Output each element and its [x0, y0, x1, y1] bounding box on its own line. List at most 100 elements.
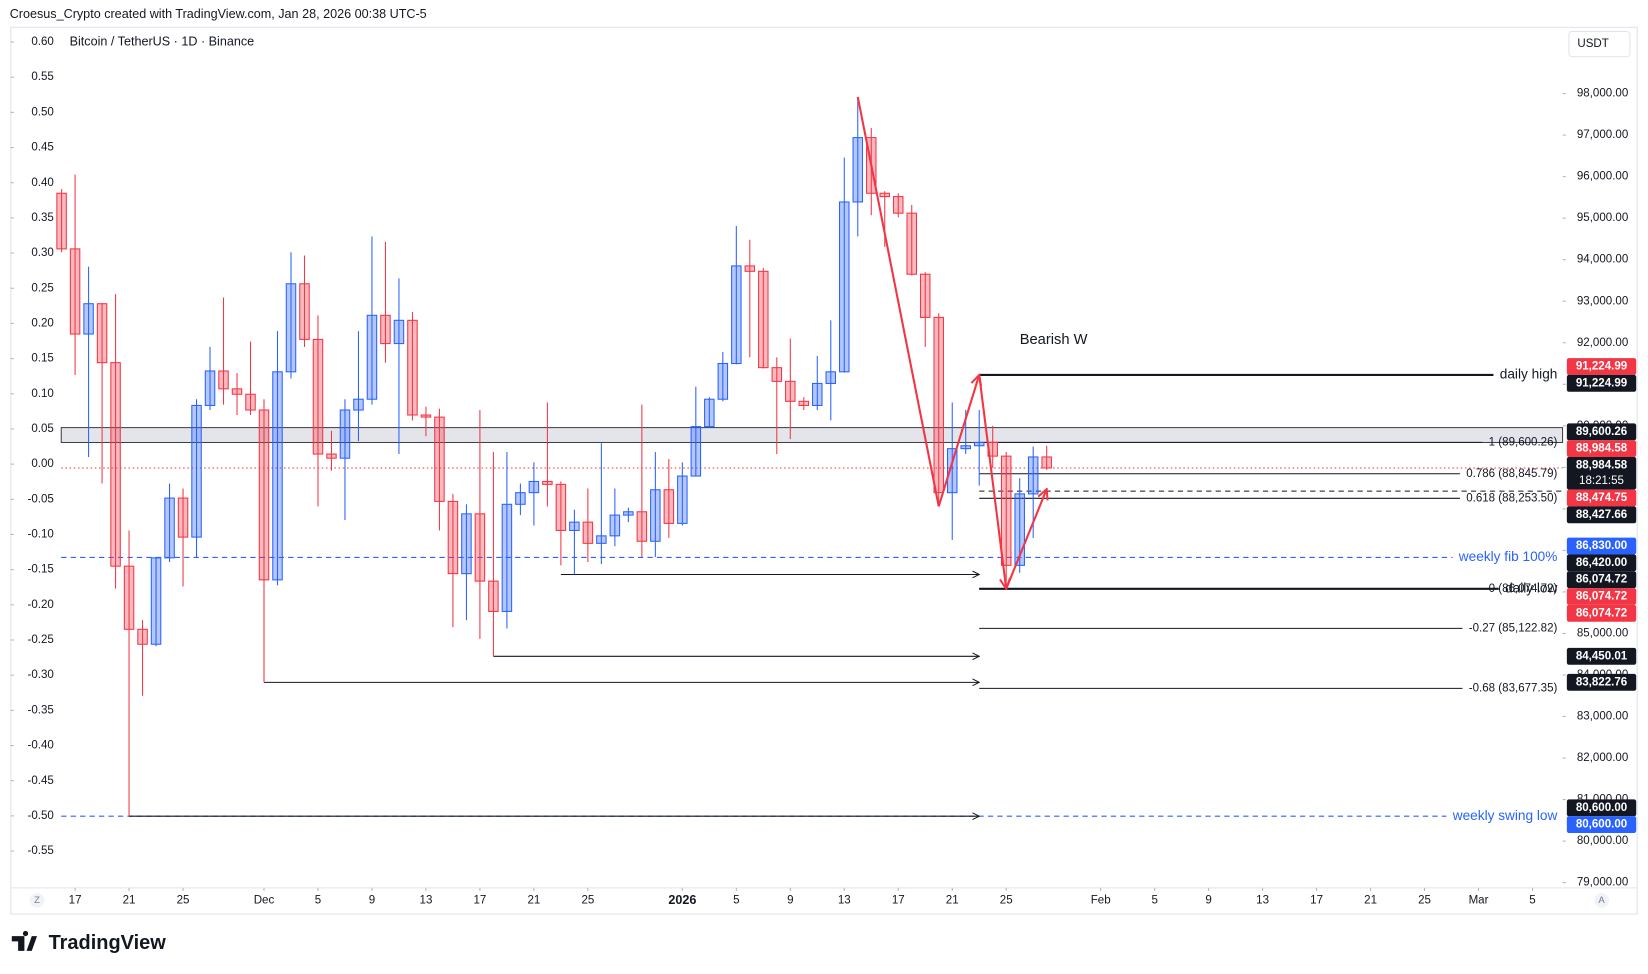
- level-label: daily low: [1505, 580, 1557, 595]
- x-tick-label: 25: [581, 894, 594, 906]
- y2-tick-label: -0.25: [28, 634, 54, 646]
- candle-body: [137, 628, 148, 645]
- x-tick-label: 21: [527, 894, 540, 906]
- price-tag-label: 86,074.72: [1576, 607, 1627, 619]
- candle-body: [650, 489, 661, 542]
- zone: [60, 427, 1564, 443]
- y-tick-label: 83,000.00: [1577, 711, 1628, 723]
- x-tick-label: 13: [1256, 894, 1269, 906]
- y2-tick-label: 0.05: [31, 423, 53, 435]
- candle-body: [420, 414, 432, 418]
- x-tick-label: 5: [733, 894, 739, 906]
- x-tick-label: Feb: [1091, 894, 1111, 906]
- candle-body: [501, 503, 513, 612]
- candle-body: [758, 270, 769, 369]
- candle-body: [69, 248, 81, 335]
- candle-body: [123, 565, 135, 630]
- price-tag: [1566, 571, 1637, 589]
- candle-body: [461, 513, 472, 575]
- y2-tick-label: 0.55: [31, 71, 53, 83]
- candle-body: [528, 480, 540, 494]
- y2-tick-label: -0.50: [28, 810, 54, 822]
- candle-body: [623, 511, 634, 516]
- level-label: weekly fib 100%: [1458, 549, 1558, 564]
- x-tick-label: Dec: [254, 894, 275, 906]
- candle-body: [204, 370, 216, 406]
- x-tick-label: 21: [946, 894, 959, 906]
- price-tag-label: 88,984.58: [1576, 459, 1628, 471]
- price-tag: [1566, 358, 1637, 375]
- candle-body: [852, 137, 864, 203]
- currency[interactable]: USDT: [1577, 38, 1608, 50]
- price-tag: [1566, 440, 1637, 458]
- candle-body: [717, 362, 729, 400]
- candle-body: [83, 303, 94, 335]
- y2-tick-label: 0.35: [31, 212, 53, 224]
- price-tag-label: 80,600.00: [1576, 819, 1627, 831]
- candle-body: [596, 535, 607, 544]
- price-tag: [1566, 588, 1637, 605]
- candle-body: [258, 409, 270, 581]
- x-tick-label: 5: [315, 894, 321, 906]
- price-tag-label: 88,427.66: [1576, 509, 1627, 521]
- candle-body: [285, 283, 297, 373]
- candle-body: [353, 398, 364, 411]
- candle-body: [326, 453, 337, 459]
- y-tick-label: 95,000.00: [1577, 212, 1628, 224]
- y-tick-label: 94,000.00: [1577, 254, 1628, 266]
- annotation: Bearish W: [1020, 332, 1088, 348]
- x-tick-label: 25: [1418, 894, 1431, 906]
- price-tag-label: 86,420.00: [1576, 557, 1627, 569]
- price-tag: [1566, 816, 1637, 833]
- y2-tick-label: -0.55: [28, 845, 54, 857]
- candle-body: [973, 441, 985, 447]
- level-label: -0.27 (85,122.82): [1469, 622, 1558, 634]
- candle-body: [1014, 493, 1025, 566]
- candle-body: [191, 404, 202, 538]
- candle-body: [892, 196, 904, 214]
- candle-body: [231, 388, 243, 395]
- candle-body: [744, 265, 756, 272]
- zoom-button-bg[interactable]: [29, 893, 45, 908]
- symbol-title: Bitcoin / TetherUS · 1D · Binance: [70, 34, 255, 48]
- zoom-button[interactable]: Z: [34, 895, 40, 906]
- y2-tick-label: -0.10: [28, 529, 54, 541]
- candle-body: [555, 483, 567, 531]
- y-tick-label: 85,000.00: [1577, 627, 1628, 639]
- price-tag-label: 86,074.72: [1576, 574, 1627, 586]
- price-tag-label: 91,224.99: [1576, 361, 1627, 373]
- x-tick-label: 25: [177, 894, 190, 906]
- price-tag-label: 86,074.72: [1576, 591, 1627, 603]
- candle-body: [1041, 456, 1052, 469]
- candle-body: [245, 393, 256, 411]
- candle-body: [96, 303, 108, 364]
- candle-body: [946, 448, 958, 494]
- y2-tick-label: 0.60: [31, 36, 53, 48]
- y2-tick-label: 0.25: [31, 282, 53, 294]
- auto-button-bg[interactable]: [1594, 893, 1609, 908]
- level-label: 0.618 (88,253.50): [1466, 492, 1557, 504]
- y2-tick-label: -0.15: [28, 564, 54, 576]
- price-tag: [1566, 374, 1637, 392]
- candle-body: [582, 521, 594, 544]
- price-tag-timer: 18:21:55: [1579, 475, 1624, 487]
- candle-body: [1027, 456, 1039, 495]
- level-label: 0.786 (88,845.79): [1466, 468, 1557, 480]
- x-tick-label: 17: [892, 894, 905, 906]
- currency-button[interactable]: [1568, 30, 1631, 58]
- candle-body: [785, 380, 796, 402]
- candle-body: [488, 580, 499, 612]
- candle-body: [933, 316, 944, 494]
- y-tick-label: 79,000.00: [1577, 877, 1628, 889]
- candle-body: [906, 212, 918, 275]
- y2-tick-label: 0.45: [31, 142, 53, 154]
- candle-body: [380, 314, 391, 345]
- pattern-line: [937, 375, 979, 507]
- price-tag: [1566, 457, 1637, 490]
- x-tick-label: Mar: [1469, 894, 1489, 906]
- x-tick-label: 5: [1529, 894, 1535, 906]
- y2-tick-label: -0.20: [28, 599, 54, 611]
- candle-body: [407, 319, 418, 416]
- candle-body: [434, 416, 445, 502]
- auto-button[interactable]: A: [1598, 895, 1605, 906]
